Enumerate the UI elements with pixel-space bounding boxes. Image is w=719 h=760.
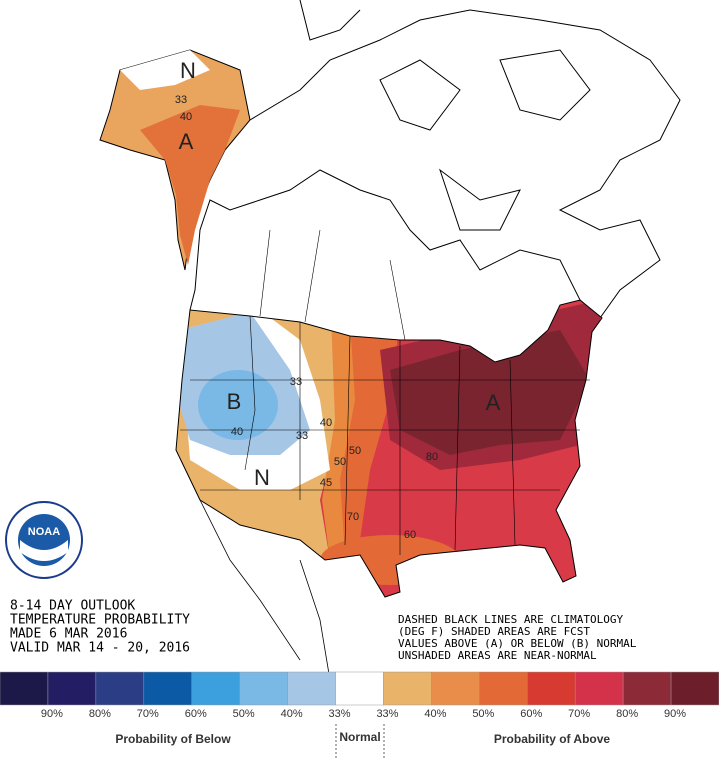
legend-swatch [47,671,97,706]
us-outline [175,299,603,598]
legend-swatch [574,671,624,706]
noaa-text: NOAA [28,526,60,538]
legend-swatch [670,671,719,706]
contour-label: 60 [404,529,416,541]
legend-label: 60% [520,708,542,720]
coastline [189,9,681,319]
alaska-red [140,105,240,265]
legend-label: 40% [281,708,303,720]
contour-label: 40 [320,417,332,429]
legend-swatch [335,671,384,706]
title-line: VALID MAR 14 - 20, 2016 [10,641,190,656]
legend-label: 60% [185,708,207,720]
category-label: N [254,465,270,490]
contour-label: 80 [426,451,438,463]
legend-label: 33% [329,708,351,720]
state-borders [180,229,590,555]
legend-label: 80% [89,708,111,720]
legend-label: 70% [568,708,590,720]
title-line: 8-14 DAY OUTLOOK [10,599,135,614]
contour-label: 50 [334,456,346,468]
legend-swatch [622,671,672,706]
legend-swatch [0,671,49,706]
alaska-normal [120,50,210,90]
legend-swatch [143,671,192,706]
legend-label: 90% [664,708,686,720]
legend-swatch [479,671,528,706]
category-label: B [227,389,242,414]
legend-caption: Probability of Below [115,732,231,746]
legend-label: 80% [616,708,638,720]
legend-caption: Normal [339,730,380,744]
contour-label: 70 [347,511,359,523]
islands [299,0,591,231]
legend-caption: Probability of Above [494,732,611,746]
legend-swatch [527,671,576,706]
us-shading [176,300,602,597]
legend-swatch [383,671,432,706]
mexico-coast [199,499,331,681]
contour-label: 50 [349,445,361,457]
legend-swatch [239,671,288,706]
category-label: A [486,390,501,415]
contour-label: 40 [231,426,243,438]
legend-label: 90% [41,708,63,720]
note-line: VALUES ABOVE (A) OR BELOW (B) NORMAL [398,637,637,650]
legend-label: 33% [376,708,398,720]
contour-label: 33 [296,430,308,442]
category-label: A [179,129,194,154]
legend-swatch [431,671,480,706]
legend: 90% 80% 70% 60% 50% 40% 33% 33% 40% 50% 60% 70% 80% 9… [0,671,719,720]
note-line: DASHED BLACK LINES ARE CLIMATOLOGY [398,613,624,626]
contour-label: 33 [290,376,302,388]
legend-swatch [287,671,336,706]
noaa-gull [20,540,68,561]
legend-label: 50% [233,708,255,720]
legend-swatch [95,671,145,706]
contour-label: 40 [180,111,192,123]
contour-label: 33 [175,94,187,106]
contour-label: 45 [320,477,332,489]
note-line: UNSHADED AREAS ARE NEAR-NORMAL [398,649,597,662]
category-label: N [180,58,196,83]
legend-label: 50% [472,708,494,720]
legend-label: 40% [424,708,446,720]
title-line: MADE 6 MAR 2016 [10,627,127,642]
legend-swatch [191,671,240,706]
note-line: (DEG F) SHADED AREAS ARE FCST [398,625,590,638]
legend-label: 70% [137,708,159,720]
title-line: TEMPERATURE PROBABILITY [10,613,190,628]
